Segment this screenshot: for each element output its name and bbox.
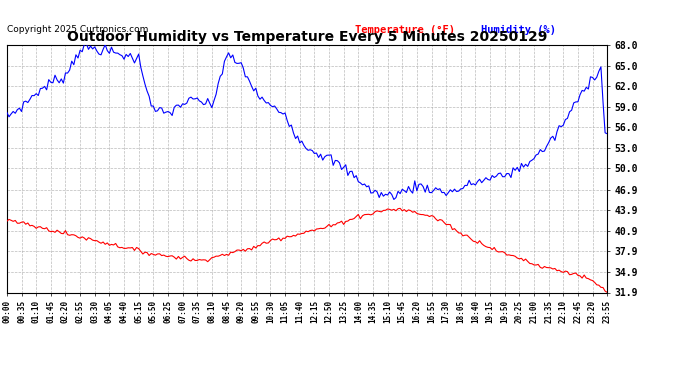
- Title: Outdoor Humidity vs Temperature Every 5 Minutes 20250129: Outdoor Humidity vs Temperature Every 5 …: [67, 30, 547, 44]
- Text: Temperature (°F): Temperature (°F): [355, 25, 455, 35]
- Text: Copyright 2025 Curtronics.com: Copyright 2025 Curtronics.com: [7, 25, 148, 34]
- Text: Humidity (%): Humidity (%): [481, 25, 556, 35]
